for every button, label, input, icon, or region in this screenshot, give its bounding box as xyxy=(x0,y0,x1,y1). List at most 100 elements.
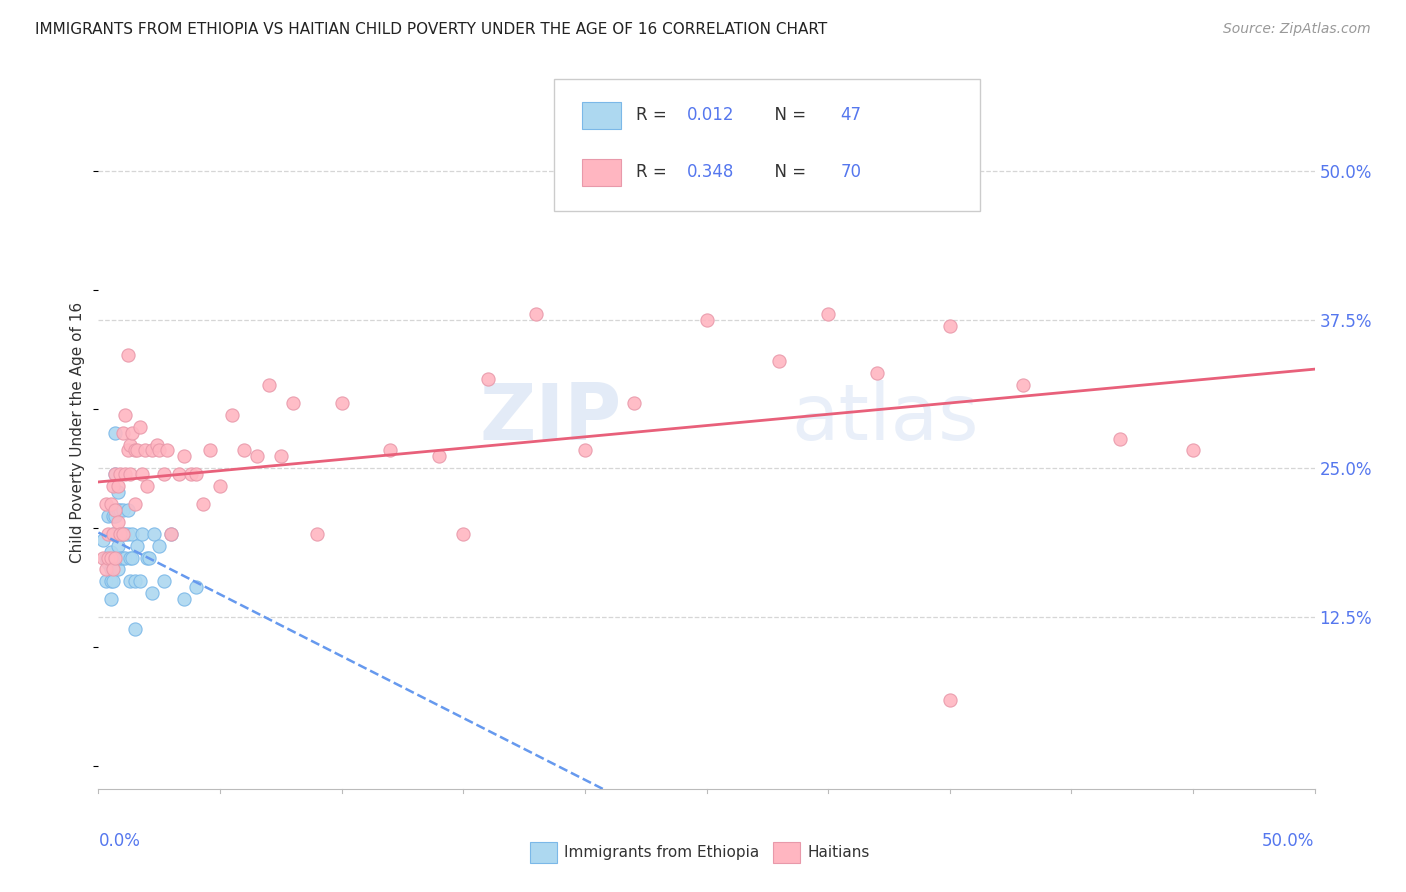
Point xyxy=(101,574,124,589)
Point xyxy=(307,526,329,541)
Point xyxy=(148,539,170,553)
Point xyxy=(136,479,159,493)
Text: ZIP: ZIP xyxy=(479,380,621,457)
Text: R =: R = xyxy=(636,163,672,181)
Point xyxy=(184,580,207,594)
Point xyxy=(939,693,962,707)
Point xyxy=(939,318,962,333)
Point xyxy=(107,515,129,529)
Point xyxy=(696,312,718,326)
Point xyxy=(281,396,304,410)
Point xyxy=(91,533,114,547)
Point xyxy=(91,550,114,565)
Text: 0.012: 0.012 xyxy=(688,106,734,124)
Point xyxy=(110,467,132,482)
Point xyxy=(107,503,129,517)
Point xyxy=(111,550,134,565)
Point xyxy=(97,508,120,523)
Point xyxy=(1109,432,1132,446)
Text: Haitians: Haitians xyxy=(807,845,870,860)
Point xyxy=(128,419,150,434)
Point xyxy=(104,467,127,482)
Point xyxy=(270,450,292,464)
Text: 0.348: 0.348 xyxy=(688,163,734,181)
Point xyxy=(107,485,129,500)
Point xyxy=(114,467,136,482)
Point xyxy=(173,450,195,464)
Text: 47: 47 xyxy=(841,106,862,124)
Point xyxy=(117,503,139,517)
Point xyxy=(127,443,149,458)
Text: 50.0%: 50.0% xyxy=(1263,832,1315,850)
Point xyxy=(127,539,149,553)
Bar xyxy=(582,159,621,186)
Point xyxy=(104,503,127,517)
Point xyxy=(1182,443,1205,458)
Point xyxy=(124,497,146,511)
Point xyxy=(121,425,143,440)
Point xyxy=(330,396,353,410)
FancyBboxPatch shape xyxy=(554,79,980,211)
Point xyxy=(121,550,143,565)
Point xyxy=(114,408,136,422)
Point xyxy=(118,550,141,565)
Point xyxy=(453,526,475,541)
Point xyxy=(104,550,127,565)
Point xyxy=(160,526,183,541)
Point xyxy=(143,526,166,541)
Point xyxy=(146,437,169,451)
Point xyxy=(114,526,136,541)
Bar xyxy=(582,102,621,128)
Point xyxy=(221,408,243,422)
Point xyxy=(124,443,146,458)
Point xyxy=(110,526,132,541)
Point xyxy=(131,526,153,541)
Point xyxy=(155,443,177,458)
Point xyxy=(110,503,132,517)
Bar xyxy=(530,841,557,863)
Point xyxy=(101,508,124,523)
Point xyxy=(524,307,547,321)
Point xyxy=(817,307,839,321)
Point xyxy=(117,348,139,362)
Point xyxy=(100,574,122,589)
Point xyxy=(180,467,202,482)
Point xyxy=(209,479,232,493)
Point xyxy=(233,443,256,458)
Point xyxy=(124,574,146,589)
Text: IMMIGRANTS FROM ETHIOPIA VS HAITIAN CHILD POVERTY UNDER THE AGE OF 16 CORRELATIO: IMMIGRANTS FROM ETHIOPIA VS HAITIAN CHIL… xyxy=(35,22,827,37)
Point xyxy=(101,526,124,541)
Point xyxy=(245,450,267,464)
Point xyxy=(111,503,134,517)
Point xyxy=(100,592,122,607)
Text: atlas: atlas xyxy=(792,380,979,457)
Point xyxy=(118,574,141,589)
Point xyxy=(94,574,117,589)
Point xyxy=(141,586,163,600)
Point xyxy=(97,550,120,565)
Point xyxy=(118,437,141,451)
Point xyxy=(128,574,150,589)
Point xyxy=(94,562,117,576)
Point xyxy=(131,467,153,482)
Text: N =: N = xyxy=(763,163,811,181)
Text: Immigrants from Ethiopia: Immigrants from Ethiopia xyxy=(564,845,759,860)
Point xyxy=(866,366,889,380)
Point xyxy=(121,526,143,541)
Y-axis label: Child Poverty Under the Age of 16: Child Poverty Under the Age of 16 xyxy=(70,302,86,563)
Point xyxy=(104,425,127,440)
Point xyxy=(768,354,790,368)
Point xyxy=(124,622,146,636)
Point xyxy=(623,396,645,410)
Point xyxy=(101,526,124,541)
Point xyxy=(110,526,132,541)
Point xyxy=(94,497,117,511)
Point xyxy=(97,526,120,541)
Point xyxy=(153,574,176,589)
Point xyxy=(117,443,139,458)
Point xyxy=(136,550,159,565)
Point xyxy=(104,467,127,482)
Point xyxy=(138,550,160,565)
Point xyxy=(173,592,195,607)
Point xyxy=(117,526,139,541)
